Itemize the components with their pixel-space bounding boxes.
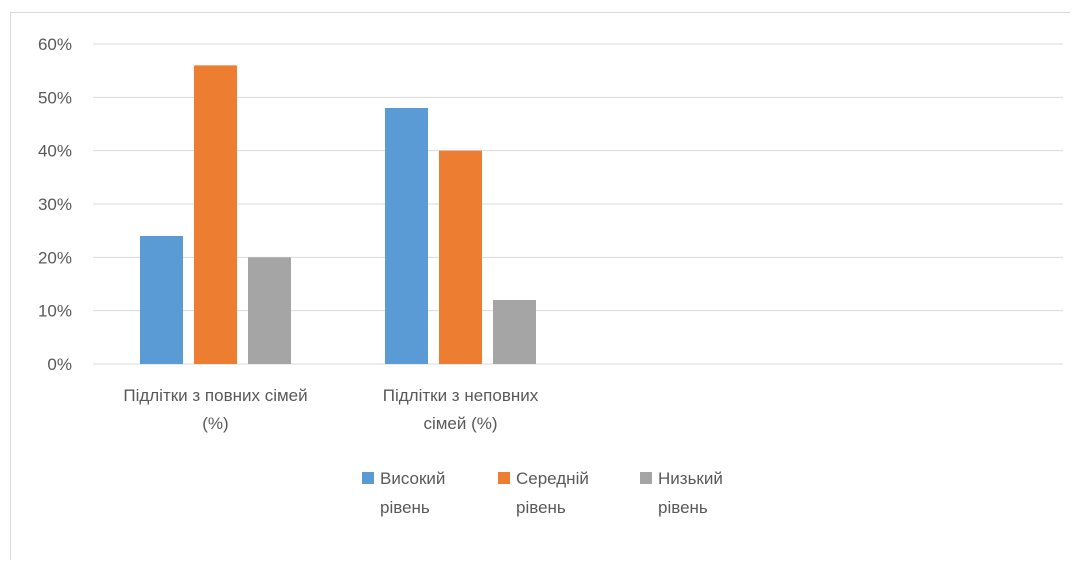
bar: [385, 108, 428, 364]
y-tick-label: 0%: [47, 355, 72, 374]
x-category-label: (%): [202, 414, 228, 433]
x-category-label: сімей (%): [423, 414, 497, 433]
gridlines: [93, 43, 1063, 365]
bars: [140, 65, 536, 364]
legend-label: Високий: [380, 469, 445, 488]
bar: [140, 236, 183, 364]
bar: [248, 257, 291, 364]
legend-swatch: [640, 472, 652, 484]
x-category-label: Підлітки з повних сімей: [123, 386, 307, 405]
legend-swatch: [362, 472, 374, 484]
y-tick-label: 60%: [38, 35, 72, 54]
legend-label: рівень: [516, 498, 566, 517]
y-tick-label: 20%: [38, 248, 72, 267]
bar: [194, 65, 237, 364]
legend: Високий рівень Середній рівень Низький рівень: [362, 469, 723, 517]
y-tick-label: 40%: [38, 142, 72, 161]
y-tick-label: 30%: [38, 195, 72, 214]
y-axis-ticks: 0% 10% 20% 30% 40% 50% 60%: [38, 35, 72, 374]
legend-label: рівень: [380, 498, 430, 517]
legend-swatch: [498, 472, 510, 484]
y-tick-label: 50%: [38, 88, 72, 107]
bar: [493, 300, 536, 364]
x-category-label: Підлітки з неповних: [383, 386, 539, 405]
bar: [439, 150, 482, 364]
x-axis-categories: Підлітки з повних сімей (%) Підлітки з неп…: [123, 386, 538, 433]
legend-label: рівень: [658, 498, 708, 517]
legend-label: Низький: [658, 469, 723, 488]
legend-label: Середній: [516, 469, 589, 488]
y-tick-label: 10%: [38, 302, 72, 321]
chart-frame: [10, 12, 1070, 560]
